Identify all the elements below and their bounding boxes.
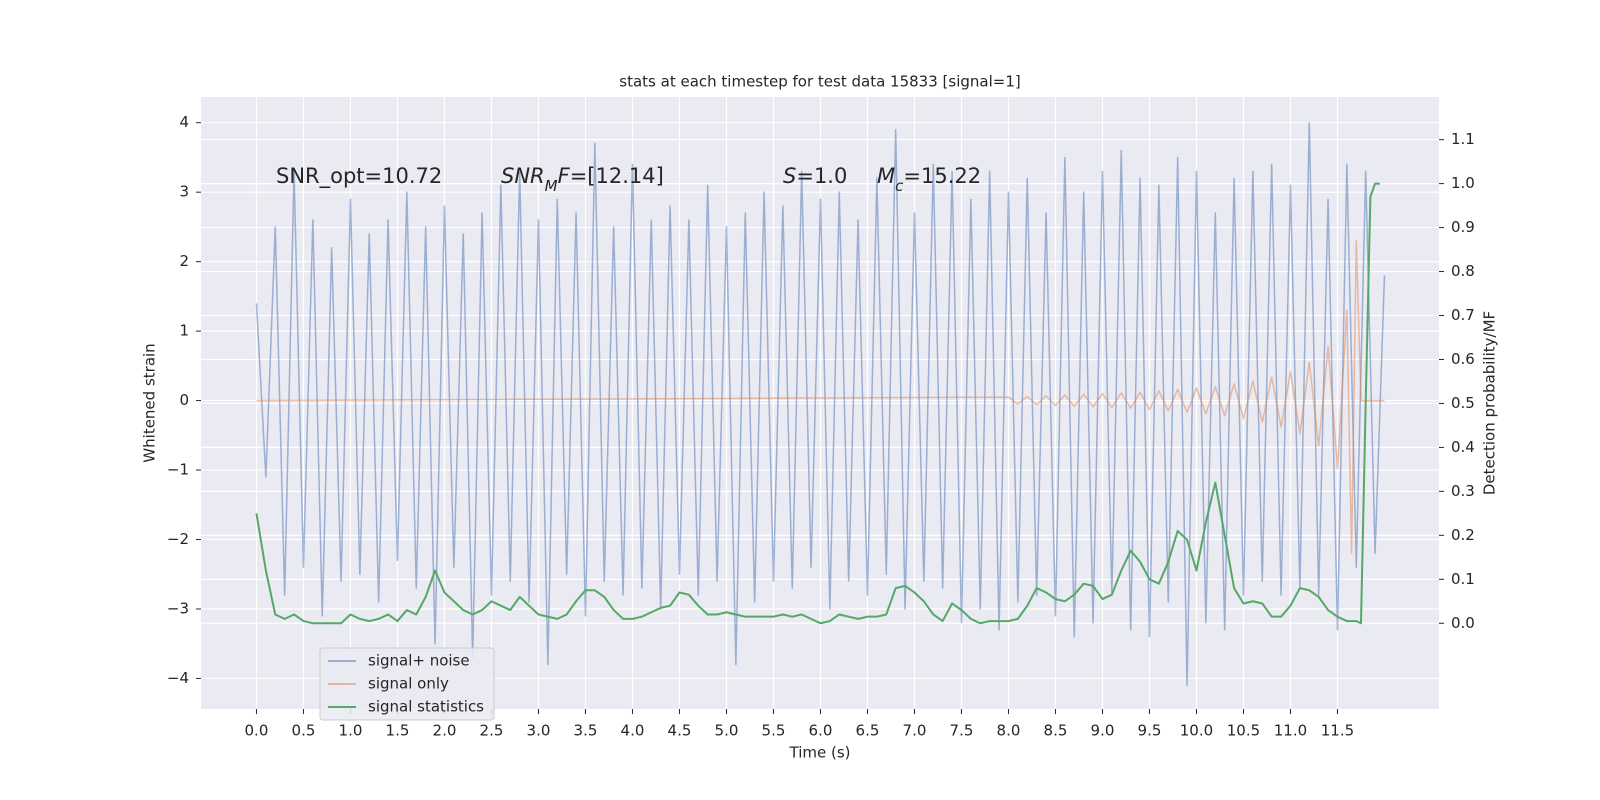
x-tick-label: 8.5	[1044, 722, 1068, 740]
x-tick-label: 9.0	[1091, 722, 1115, 740]
y-tick-label: −1	[167, 461, 189, 479]
y2-tick-label: 0.1	[1451, 570, 1475, 588]
annotation-part: M	[545, 177, 558, 195]
annotation-part: S	[783, 164, 796, 188]
annotation: Mc=15.22	[877, 164, 981, 195]
x-tick-label: 0.0	[245, 722, 269, 740]
y2-axis-label: Detection probability/MF	[1481, 311, 1499, 495]
annotation-part: M	[877, 164, 895, 188]
annotation-part: SNR	[501, 164, 545, 188]
y-tick-label: −3	[167, 599, 189, 617]
annotation-part: F	[558, 164, 571, 188]
x-tick-label: 1.0	[339, 722, 363, 740]
x-tick-label: 11.0	[1274, 722, 1307, 740]
x-tick-label: 6.0	[809, 722, 833, 740]
legend-label: signal statistics	[368, 698, 484, 716]
x-tick-label: 5.0	[715, 722, 739, 740]
annotation-part: c	[895, 177, 904, 195]
legend-label: signal only	[368, 675, 449, 693]
x-tick-label: 7.5	[950, 722, 974, 740]
y2-tick-label: 0.5	[1451, 394, 1475, 412]
x-tick-label: 0.5	[292, 722, 316, 740]
annotation-part: SNR_opt=10.72	[276, 164, 442, 189]
x-tick-label: 8.0	[997, 722, 1021, 740]
x-tick-label: 9.5	[1138, 722, 1162, 740]
x-tick-label: 10.0	[1180, 722, 1213, 740]
y-axis-label: Whitened strain	[141, 343, 159, 462]
y2-tick-label: 0.2	[1451, 526, 1475, 544]
y2-tick-label: 0.4	[1451, 438, 1475, 456]
x-tick-label: 2.5	[480, 722, 504, 740]
chart-title: stats at each timestep for test data 158…	[619, 73, 1020, 91]
annotation: SNR_opt=10.72	[276, 164, 442, 189]
annotation: S=1.0	[783, 164, 847, 188]
x-tick-label: 4.0	[621, 722, 645, 740]
y2-tick-label: 0.6	[1451, 350, 1475, 368]
x-tick-label: 7.0	[903, 722, 927, 740]
annotation-part: =[12.14]	[570, 164, 664, 188]
annotation: SNRMF=[12.14]	[501, 164, 664, 195]
y2-tick-label: 0.3	[1451, 482, 1475, 500]
y-tick-label: −2	[167, 530, 189, 548]
x-tick-label: 2.0	[433, 722, 457, 740]
y2-tick-label: 0.0	[1451, 614, 1475, 632]
series-line	[255, 182, 1380, 625]
plot-lines	[255, 121, 1386, 687]
legend-label: signal+ noise	[368, 652, 470, 670]
annotations: SNR_opt=10.72 SNRMF=[12.14] S=1.0 Mc=15.22	[276, 164, 981, 195]
x-tick-label: 4.5	[668, 722, 692, 740]
y2-tick-label: 1.1	[1451, 130, 1475, 148]
x-tick-label: 5.5	[762, 722, 786, 740]
y-tick-label: 3	[179, 183, 189, 201]
y2-tick-label: 0.9	[1451, 218, 1475, 236]
legend: signal+ noise signal only signal statistic…	[319, 647, 495, 721]
y2-tick-label: 1.0	[1451, 174, 1475, 192]
y2-tick-label: 0.8	[1451, 262, 1475, 280]
x-tick-label: 10.5	[1227, 722, 1260, 740]
x-tick-label: 11.5	[1321, 722, 1354, 740]
x-axis-label: Time (s)	[789, 744, 851, 762]
x-tick-label: 6.5	[856, 722, 880, 740]
series-line	[255, 121, 1386, 687]
x-tick-label: 3.0	[527, 722, 551, 740]
y-tick-label: 1	[179, 322, 189, 340]
y2-tick-label: 0.7	[1451, 306, 1475, 324]
annotation-part: =1.0	[796, 164, 847, 188]
y-tick-label: 4	[179, 113, 189, 131]
ticks: 0.0 0.5 1.0 1.5 2.0 2.5 3.0 3.5 4.0 4.5 5.0 5.5 6.0 6…	[167, 113, 1475, 739]
legend-box	[319, 647, 495, 721]
annotation-part: =15.22	[903, 164, 981, 188]
x-tick-label: 1.5	[386, 722, 410, 740]
series-line	[256, 240, 1385, 555]
x-tick-label: 3.5	[574, 722, 598, 740]
y-tick-label: 0	[179, 391, 189, 409]
y-tick-label: 2	[179, 252, 189, 270]
y-tick-label: −4	[167, 669, 189, 687]
